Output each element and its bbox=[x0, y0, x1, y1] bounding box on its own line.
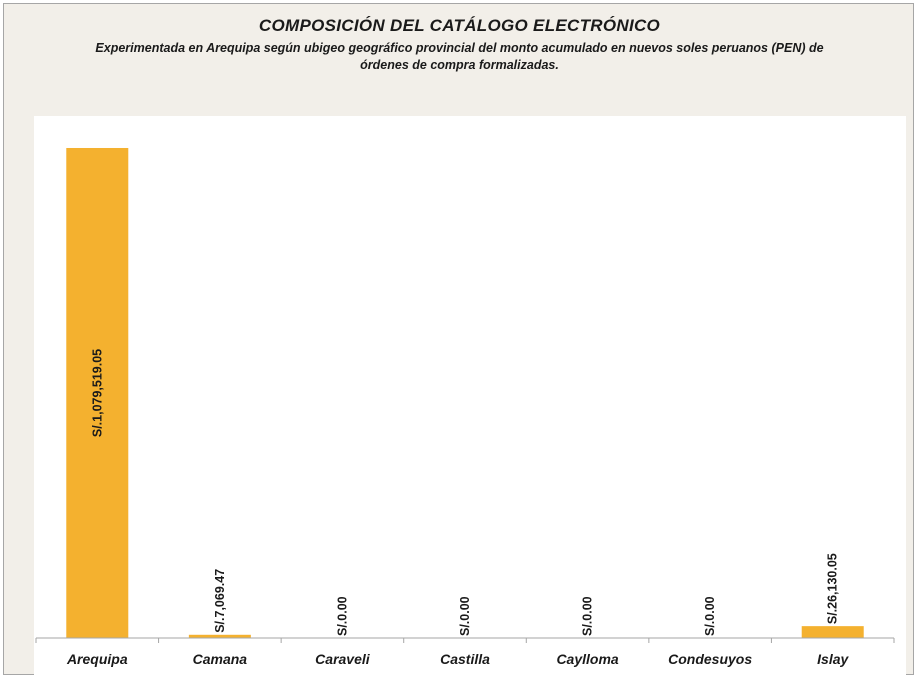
data-label-caraveli: S/.0.00 bbox=[335, 596, 349, 636]
category-label-camana: Camana bbox=[193, 651, 248, 667]
category-label-castilla: Castilla bbox=[440, 651, 490, 667]
data-label-condesuyos: S/.0.00 bbox=[703, 596, 717, 636]
data-label-islay: S/.26,130.05 bbox=[826, 553, 840, 624]
data-label-caylloma: S/.0.00 bbox=[581, 596, 595, 636]
category-label-condesuyos: Condesuyos bbox=[668, 651, 752, 667]
data-label-arequipa: S/.1,079,519.05 bbox=[90, 349, 104, 437]
category-label-arequipa: Arequipa bbox=[66, 651, 128, 667]
category-label-islay: Islay bbox=[817, 651, 849, 667]
bar-chart: S/.1,079,519.05 Arequipa S/.7,069.47 Camana… bbox=[35, 147, 895, 667]
bar-arequipa bbox=[66, 147, 129, 638]
data-label-camana: S/.7,069.47 bbox=[213, 569, 227, 633]
category-label-caylloma: Caylloma bbox=[556, 651, 618, 667]
data-label-castilla: S/.0.00 bbox=[458, 596, 472, 636]
plot-area: S/.1,079,519.05 Arequipa S/.7,069.47 Camana… bbox=[34, 116, 906, 676]
chart-frame: COMPOSICIÓN DEL CATÁLOGO ELECTRÓNICO Exp… bbox=[3, 3, 914, 676]
chart-subtitle: Experimentada en Arequipa según ubigeo g… bbox=[95, 41, 824, 72]
bar-camana bbox=[188, 634, 251, 638]
chart-title: COMPOSICIÓN DEL CATÁLOGO ELECTRÓNICO bbox=[258, 16, 661, 35]
category-label-caraveli: Caraveli bbox=[315, 651, 371, 667]
bar-islay bbox=[801, 626, 864, 638]
